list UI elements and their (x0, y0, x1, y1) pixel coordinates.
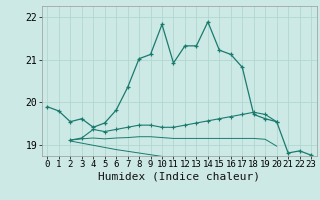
X-axis label: Humidex (Indice chaleur): Humidex (Indice chaleur) (98, 172, 260, 182)
